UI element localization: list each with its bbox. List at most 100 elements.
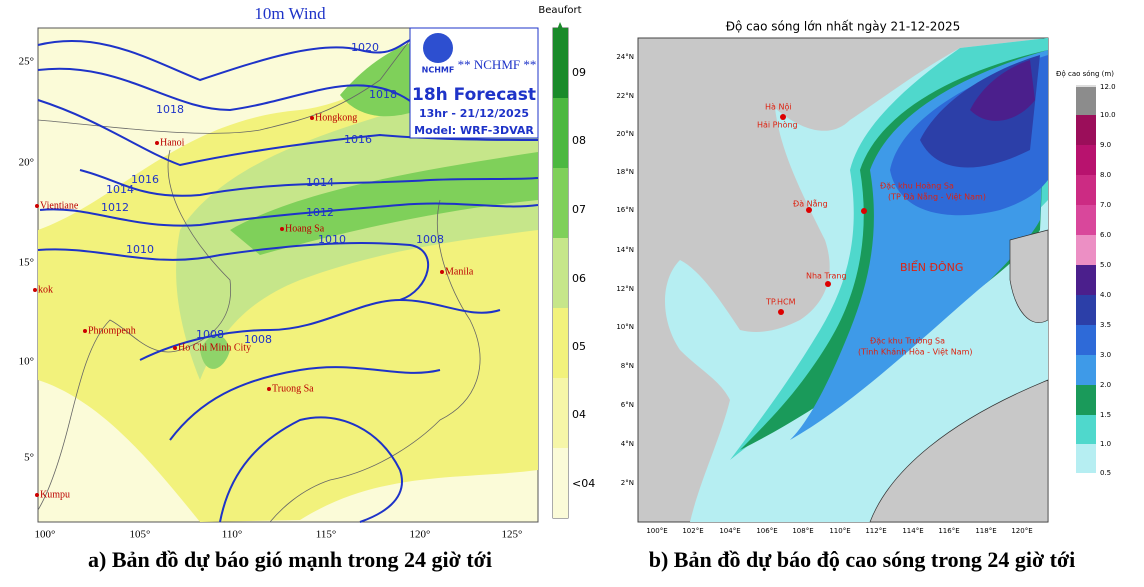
colorbar-label: 8.0 [1100, 171, 1111, 179]
isobar-label: 1008 [416, 233, 444, 246]
colorbar-label: 2.0 [1100, 381, 1111, 389]
isobar-label: 1016 [131, 173, 159, 186]
logo [423, 33, 453, 63]
isobar-label: 1008 [196, 328, 224, 341]
place-marker [280, 227, 284, 231]
isobar [169, 366, 441, 441]
map-title: Độ cao sóng lớn nhất ngày 21-12-2025 [726, 20, 961, 34]
land-philippines [1009, 229, 1049, 323]
isobar-label: 1012 [306, 206, 334, 219]
colorbar-label: 7.0 [1100, 201, 1111, 209]
colorbar-segment [1076, 355, 1096, 385]
place-marker [267, 387, 271, 391]
lat-label: 2°N [621, 479, 634, 487]
lat-label: 14°N [616, 246, 634, 254]
lon-label: 100° [35, 529, 56, 541]
colorbar-segment [1076, 235, 1096, 265]
wind-zone-light-green [176, 88, 538, 380]
isobar [219, 416, 403, 523]
lon-label: 106°E [756, 527, 777, 535]
lon-label: 102°E [682, 527, 703, 535]
place-label: Vientiane [40, 200, 79, 211]
isobar [37, 99, 539, 167]
isobars [37, 39, 539, 523]
place-label: Manila [445, 266, 474, 277]
wind-map [37, 22, 569, 523]
lat-label: 16°N [616, 206, 634, 214]
colorbar-label: 4.0 [1100, 291, 1111, 299]
lat-label: 20°N [616, 130, 634, 138]
colorbar-segment [553, 168, 568, 238]
place-marker [35, 493, 39, 497]
place-marker [173, 346, 177, 350]
colorbar-label: 3.0 [1100, 351, 1111, 359]
lon-label: 104°E [719, 527, 740, 535]
place-marker [825, 281, 831, 287]
wave-map [637, 37, 1096, 523]
lon-label: 116°E [938, 527, 959, 535]
map-title: 10m Wind [254, 4, 326, 23]
colorbar-segment [1076, 115, 1096, 145]
lat-label: 5° [24, 452, 34, 464]
isobar-label: 1020 [351, 41, 379, 54]
place-label: Kumpu [40, 489, 70, 500]
isobar-label: 1018 [369, 88, 397, 101]
isobar-label: 1016 [344, 133, 372, 146]
wind-zone-green [230, 152, 538, 255]
place-marker [155, 141, 159, 145]
colorbar-segment [1076, 205, 1096, 235]
info-header: ** NCHMF ** [458, 57, 537, 72]
colorbar-label: 10.0 [1100, 111, 1116, 119]
place-label: Truong Sa [272, 383, 314, 394]
isobar-label: 1008 [244, 333, 272, 346]
lon-label: 125° [502, 529, 523, 541]
lon-label: 115° [316, 529, 337, 541]
colorbar-label: 1.0 [1100, 440, 1111, 448]
isobar-label: 1012 [101, 201, 129, 214]
place-marker [806, 207, 812, 213]
place-label: Hongkong [315, 112, 357, 123]
isobar-label: 1014 [306, 176, 334, 189]
info-forecast: 18h Forecast [412, 85, 536, 105]
place-marker [310, 116, 314, 120]
colorbar-segment [1076, 325, 1096, 355]
colorbar-label: 08 [572, 134, 586, 147]
colorbar-segment [553, 378, 568, 448]
wind-zone-green-north [340, 40, 420, 117]
place-marker [35, 204, 39, 208]
colorbar-segment [1076, 295, 1096, 325]
info-time: 13hr - 21/12/2025 [419, 107, 529, 120]
colorbar-label: 04 [572, 408, 586, 421]
place-marker [440, 270, 444, 274]
colorbar-label: 0.5 [1100, 469, 1111, 477]
lat-label: 12°N [616, 285, 634, 293]
colorbar-label: <04 [572, 477, 595, 490]
place-label: Đà Nẵng [793, 199, 828, 209]
place-marker [861, 208, 867, 214]
colorbar-label: 5.0 [1100, 261, 1111, 269]
colorbar-segment [1076, 415, 1096, 444]
lon-label: 120°E [1011, 527, 1032, 535]
place-label: Hoang Sa [285, 223, 325, 234]
lon-label: 100°E [646, 527, 667, 535]
sea-4m [970, 60, 1035, 121]
colorbar-segment [1076, 385, 1096, 415]
coast-indochina [37, 149, 232, 511]
land-borneo [869, 379, 1049, 523]
colorbar-segment [1076, 444, 1096, 473]
info-model: Model: WRF-3DVAR [414, 124, 534, 137]
place-label: Đặc khu Hoàng Sa [880, 182, 954, 192]
caption: b) Bản đồ dự báo độ cao sóng trong 24 gi… [649, 547, 1076, 572]
place-label: (TP Đà Nẵng - Việt Nam) [888, 192, 986, 202]
lat-label: 4°N [621, 440, 634, 448]
colorbar-label: 05 [572, 340, 586, 353]
colorbar-label: 07 [572, 203, 586, 216]
colorbar-segment [553, 238, 568, 308]
lat-label: 20° [19, 157, 34, 169]
lat-label: 10°N [616, 323, 634, 331]
lat-label: 10° [19, 356, 34, 368]
wind-zone-green-south [200, 335, 230, 369]
colorbar-label: 09 [572, 66, 586, 79]
